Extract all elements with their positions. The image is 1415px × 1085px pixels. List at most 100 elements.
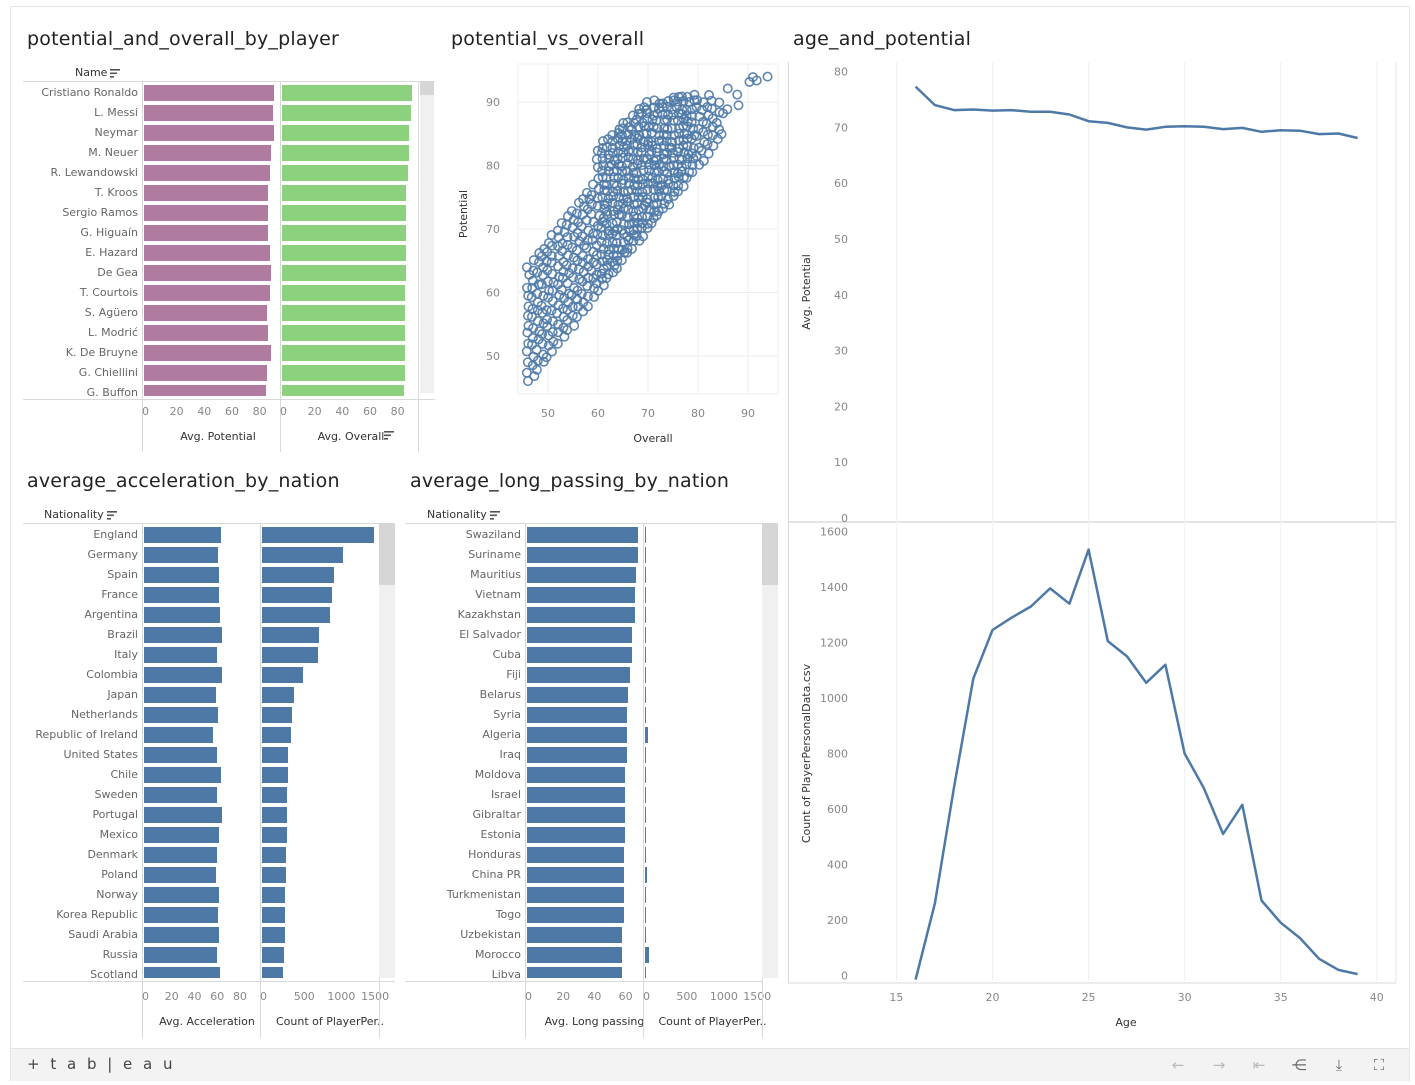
scatter-point[interactable] bbox=[556, 218, 567, 229]
scatter-point[interactable] bbox=[593, 285, 604, 296]
acc-row-label[interactable]: Russia bbox=[102, 948, 138, 961]
scatter-point[interactable] bbox=[711, 117, 722, 128]
lp-scroll-thumb[interactable] bbox=[762, 523, 778, 585]
acc-row-label[interactable]: England bbox=[93, 528, 138, 541]
scatter-point[interactable] bbox=[601, 172, 612, 183]
scatter-point[interactable] bbox=[651, 154, 662, 165]
scatter-point[interactable] bbox=[657, 102, 668, 113]
scatter-point[interactable] bbox=[592, 193, 603, 204]
scatter-point[interactable] bbox=[546, 251, 557, 262]
po-row-label[interactable]: G. Higuaín bbox=[80, 226, 138, 239]
lp-row-label[interactable]: Honduras bbox=[468, 848, 521, 861]
po-bar[interactable] bbox=[144, 105, 273, 121]
scatter-point[interactable] bbox=[534, 326, 545, 337]
lp-row-label[interactable]: Swaziland bbox=[465, 528, 521, 541]
player-count-line[interactable] bbox=[914, 548, 1358, 980]
lp-bar[interactable] bbox=[527, 727, 627, 743]
acc-row-label[interactable]: Poland bbox=[101, 868, 138, 881]
scatter-point[interactable] bbox=[547, 316, 558, 327]
acc-bar[interactable] bbox=[144, 887, 220, 903]
scatter-point[interactable] bbox=[663, 174, 674, 185]
scatter-y-axis-title[interactable]: Potential bbox=[457, 190, 470, 238]
scatter-point[interactable] bbox=[562, 324, 573, 335]
scatter-point[interactable] bbox=[704, 90, 715, 101]
acc-bar[interactable] bbox=[144, 787, 217, 803]
acc-axis-title[interactable]: Avg. Acceleration bbox=[159, 1015, 255, 1028]
scatter-point[interactable] bbox=[596, 148, 607, 159]
acc-row-label[interactable]: Sweden bbox=[94, 788, 138, 801]
scatter-point[interactable] bbox=[567, 301, 578, 312]
lp-row-label[interactable]: Estonia bbox=[480, 828, 522, 841]
po-bar[interactable] bbox=[282, 85, 412, 101]
lp-row-label[interactable]: Moldova bbox=[474, 768, 521, 781]
lp-row-label[interactable]: Israel bbox=[490, 788, 521, 801]
po-row-label[interactable]: E. Hazard bbox=[85, 246, 138, 259]
scatter-point[interactable] bbox=[607, 256, 618, 267]
acc-row-label[interactable]: Spain bbox=[107, 568, 138, 581]
lp-row-label[interactable]: Algeria bbox=[482, 728, 521, 741]
scatter-point[interactable] bbox=[547, 240, 558, 251]
acc-bar[interactable] bbox=[144, 927, 220, 943]
po-bar[interactable] bbox=[144, 245, 270, 261]
lp-bar[interactable] bbox=[645, 607, 646, 623]
acc-bar[interactable] bbox=[262, 747, 289, 763]
scatter-point[interactable] bbox=[617, 166, 628, 177]
acc-row-label[interactable]: Republic of Ireland bbox=[35, 728, 138, 741]
scatter-point[interactable] bbox=[676, 166, 687, 177]
scatter-point[interactable] bbox=[702, 139, 713, 150]
scatter-point[interactable] bbox=[686, 110, 697, 121]
scatter-point[interactable] bbox=[663, 178, 674, 189]
lp-row-label[interactable]: El Salvador bbox=[459, 628, 521, 641]
lp-row-label[interactable]: Libya bbox=[491, 968, 521, 978]
scatter-point[interactable] bbox=[622, 140, 633, 151]
avg-potential-line[interactable] bbox=[914, 85, 1358, 140]
acc-bar[interactable] bbox=[144, 847, 217, 863]
scatter-point[interactable] bbox=[762, 71, 773, 82]
scatter-point[interactable] bbox=[532, 316, 543, 327]
po-row-label[interactable]: Neymar bbox=[94, 126, 138, 139]
lp-axis-title[interactable]: Avg. Long passing bbox=[544, 1015, 645, 1028]
scatter-point[interactable] bbox=[631, 231, 642, 242]
acc-bar[interactable] bbox=[144, 967, 221, 978]
lp-row-label[interactable]: Turkmenistan bbox=[446, 888, 521, 901]
acc-row-label[interactable]: Japan bbox=[107, 688, 138, 701]
scatter-point[interactable] bbox=[668, 115, 679, 126]
lp-bar[interactable] bbox=[645, 887, 646, 903]
scatter-x-axis-title[interactable]: Overall bbox=[633, 432, 672, 445]
scatter-point[interactable] bbox=[577, 250, 588, 261]
scatter-point[interactable] bbox=[544, 285, 555, 296]
scatter-point[interactable] bbox=[662, 168, 673, 179]
lp-row-label[interactable]: Uzbekistan bbox=[460, 928, 521, 941]
acc-scroll-thumb[interactable] bbox=[379, 523, 395, 585]
lp-bar[interactable] bbox=[527, 907, 624, 923]
lp-bar[interactable] bbox=[645, 847, 646, 863]
po-row-header[interactable]: Name bbox=[75, 66, 121, 79]
acc-row-label[interactable]: Brazil bbox=[107, 628, 138, 641]
acc-bar[interactable] bbox=[144, 567, 220, 583]
scatter-point[interactable] bbox=[591, 250, 602, 261]
po-bar[interactable] bbox=[144, 85, 274, 101]
scatter-point[interactable] bbox=[714, 97, 725, 108]
scatter-point[interactable] bbox=[611, 263, 622, 274]
po-row-label[interactable]: L. Messi bbox=[94, 106, 138, 119]
po-bar[interactable] bbox=[282, 165, 408, 181]
lp-row-label[interactable]: Gibraltar bbox=[472, 808, 521, 821]
po-bar[interactable] bbox=[282, 305, 406, 321]
po-row-label[interactable]: Cristiano Ronaldo bbox=[41, 86, 138, 99]
scatter-point[interactable] bbox=[541, 352, 552, 363]
scatter-point[interactable] bbox=[641, 97, 652, 108]
scatter-point[interactable] bbox=[602, 254, 613, 265]
scatter-point[interactable] bbox=[522, 357, 533, 368]
lp-row-label[interactable]: China PR bbox=[471, 868, 521, 881]
lp-bar[interactable] bbox=[527, 587, 635, 603]
po-bar[interactable] bbox=[144, 145, 272, 161]
scatter-point[interactable] bbox=[532, 267, 543, 278]
scatter-point[interactable] bbox=[689, 89, 700, 100]
po-bar[interactable] bbox=[144, 185, 269, 201]
scatter-point[interactable] bbox=[527, 303, 538, 314]
scatter-point[interactable] bbox=[569, 320, 580, 331]
lp-bar[interactable] bbox=[645, 787, 646, 803]
acc-bar[interactable] bbox=[262, 787, 287, 803]
po-bar[interactable] bbox=[282, 205, 407, 221]
scatter-point[interactable] bbox=[547, 327, 558, 338]
